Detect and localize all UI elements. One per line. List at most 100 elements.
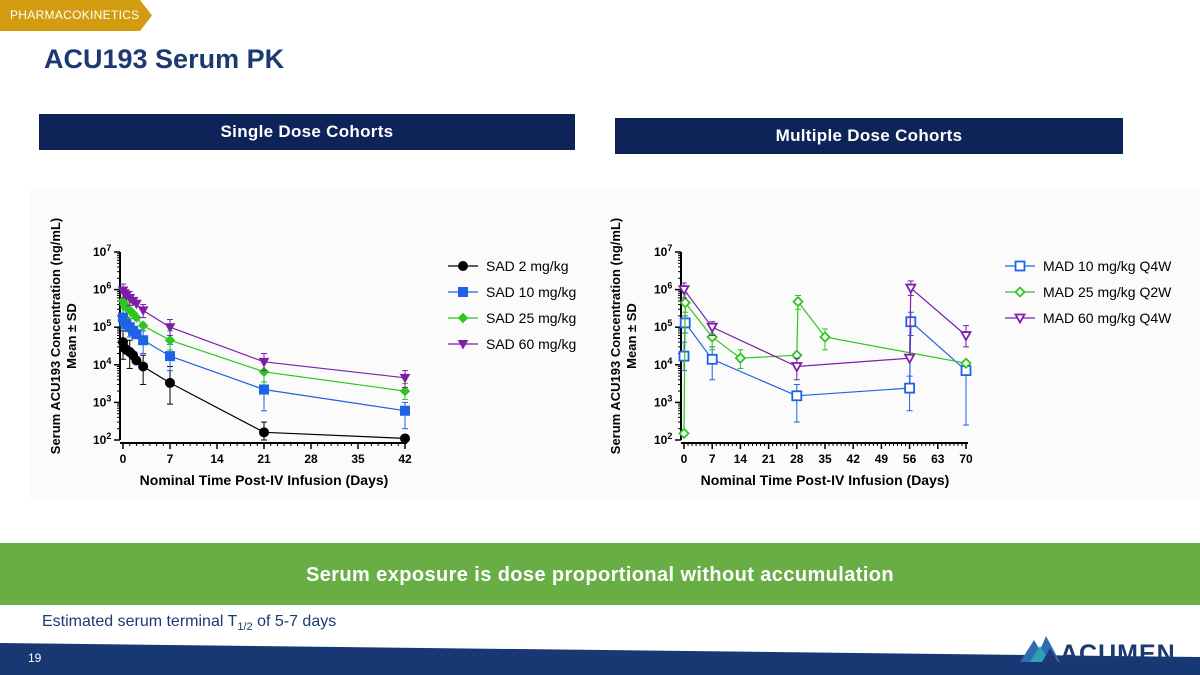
x-tick-label: 35	[818, 452, 832, 466]
series-line	[683, 299, 967, 434]
legend-marker	[1013, 313, 1027, 325]
x-tick-label: 35	[351, 452, 365, 466]
note-prefix: Estimated serum terminal T	[42, 613, 238, 630]
data-point	[792, 295, 804, 308]
data-point	[904, 283, 917, 295]
slide-title: ACU193 Serum PK	[44, 44, 285, 74]
legend-marker	[458, 287, 468, 297]
series-4	[117, 283, 411, 388]
legend-label: SAD 2 mg/kg	[486, 258, 568, 274]
x-tick-label: 14	[734, 452, 748, 466]
legend-label: MAD 25 mg/kg Q2W	[1043, 284, 1172, 300]
data-point	[734, 352, 747, 364]
y-axis-subtitle: Mean ± SD	[624, 303, 639, 369]
y-tick-label: 102	[93, 431, 111, 447]
x-tick-label: 42	[847, 452, 861, 466]
note-subscript: 1/2	[237, 621, 253, 634]
section-tag-label: PHARMACOKINETICS	[10, 8, 140, 22]
data-point	[164, 335, 176, 346]
single-dose-chart-panel: 102 103 104 105 106 107 0 7 14 21 28 35 42 Nominal Ti…	[30, 190, 600, 500]
data-point	[678, 427, 690, 440]
x-tick-label: 14	[210, 452, 224, 466]
y-tick-label: 106	[93, 281, 111, 297]
legend-marker	[458, 261, 468, 271]
y-axis-title: Serum ACU193 Concentration (ng/mL)	[48, 218, 63, 454]
y-axis-subtitle: Mean ± SD	[64, 303, 79, 369]
multiple-dose-chart: 102 103 104 105 106 107 0 7 14 21 28 35 42 49 56 63 70 No…	[608, 218, 1172, 488]
page-number: 19	[28, 651, 42, 665]
y-tick-label: 105	[654, 318, 672, 334]
data-point	[400, 405, 410, 416]
data-point	[679, 296, 691, 309]
data-point	[165, 377, 175, 388]
data-point	[791, 390, 803, 402]
series-2	[678, 292, 972, 440]
x-axis-title: Nominal Time Post-IV Infusion (Days)	[140, 472, 389, 488]
single-dose-header: Single Dose Cohorts	[39, 114, 575, 150]
x-tick-label: 49	[875, 452, 889, 466]
data-point	[706, 353, 718, 365]
data-point	[131, 355, 142, 366]
data-point	[399, 385, 411, 397]
legend-marker	[1014, 260, 1026, 272]
series-1	[118, 330, 410, 444]
y-tick-label: 106	[654, 281, 672, 297]
data-point	[138, 335, 149, 346]
data-point	[790, 362, 803, 373]
note-suffix: of 5-7 days	[252, 613, 337, 630]
data-point	[960, 357, 972, 370]
data-point	[137, 320, 149, 331]
y-tick-label: 107	[654, 243, 672, 259]
acumen-logo: ACUMEN	[1020, 636, 1176, 666]
data-point	[706, 322, 719, 334]
data-point	[399, 373, 411, 384]
x-tick-label: 0	[120, 452, 127, 466]
x-tick-label: 21	[257, 452, 271, 466]
legend-marker	[457, 340, 469, 350]
legend-label: MAD 60 mg/kg Q4W	[1043, 310, 1172, 326]
y-axis-title: Serum ACU193 Concentration (ng/mL)	[608, 218, 623, 454]
series-3	[677, 280, 973, 381]
data-point	[137, 306, 149, 316]
data-point	[819, 331, 831, 343]
section-tag: PHARMACOKINETICS	[0, 0, 152, 31]
data-point	[131, 312, 142, 323]
series-2	[118, 306, 410, 430]
data-point	[400, 433, 410, 444]
data-point	[138, 361, 149, 372]
y-tick-label: 103	[93, 393, 111, 409]
x-tick-label: 63	[931, 452, 945, 466]
x-tick-label: 0	[681, 452, 688, 466]
data-point	[678, 350, 690, 362]
conclusion-banner: Serum exposure is dose proportional with…	[0, 543, 1200, 605]
x-tick-label: 21	[762, 452, 776, 466]
multiple-dose-header: Multiple Dose Cohorts	[615, 118, 1123, 154]
legend-label: SAD 10 mg/kg	[486, 284, 576, 300]
x-axis-title: Nominal Time Post-IV Infusion (Days)	[701, 472, 950, 488]
legend-label: SAD 60 mg/kg	[486, 336, 576, 352]
data-point	[904, 382, 916, 394]
single-dose-chart: 102 103 104 105 106 107 0 7 14 21 28 35 42 Nominal Ti…	[48, 218, 576, 488]
x-tick-label: 56	[903, 452, 917, 466]
x-tick-label: 7	[167, 452, 174, 466]
half-life-note: Estimated serum terminal T1/2 of 5-7 day…	[42, 613, 336, 633]
x-tick-label: 28	[790, 452, 804, 466]
data-point	[259, 384, 269, 395]
data-point	[903, 353, 916, 365]
data-point	[164, 323, 176, 333]
y-tick-label: 104	[93, 356, 111, 372]
legend-label: MAD 10 mg/kg Q4W	[1043, 258, 1172, 274]
series-line	[683, 286, 967, 368]
y-tick-label: 103	[654, 393, 672, 409]
x-tick-label: 28	[304, 452, 318, 466]
y-tick-label: 102	[654, 431, 672, 447]
y-tick-label: 104	[654, 356, 672, 372]
x-tick-label: 70	[959, 452, 973, 466]
data-point	[165, 351, 175, 362]
data-point	[259, 427, 269, 438]
x-tick-label: 42	[398, 452, 412, 466]
data-point	[131, 329, 142, 340]
data-point	[677, 285, 691, 296]
multiple-dose-chart-panel: 102 103 104 105 106 107 0 7 14 21 28 35 42 49 56 63 70 No…	[600, 190, 1200, 500]
logo-wordmark: ACUMEN	[1060, 640, 1176, 666]
